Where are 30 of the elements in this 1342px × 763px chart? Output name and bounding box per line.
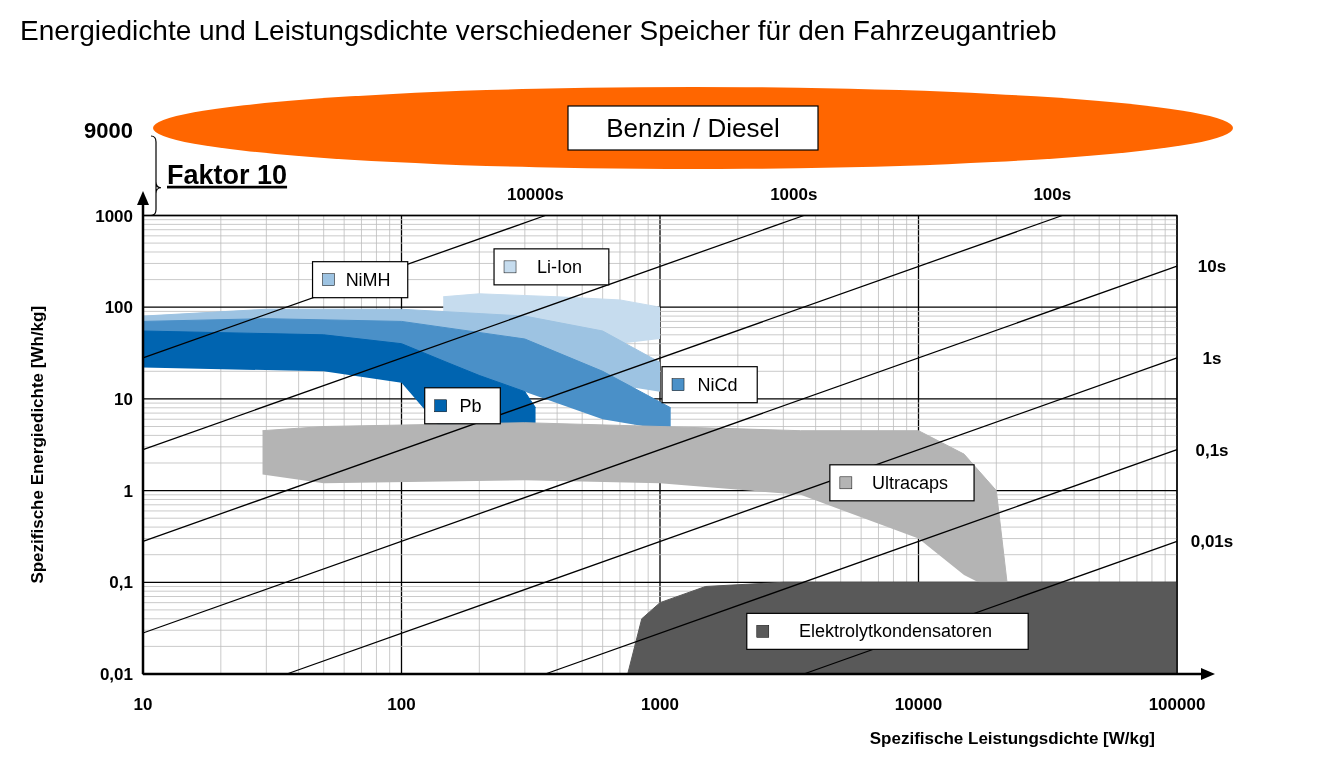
chart-title: Energiedichte und Leistungsdichte verschiedener Speicher für den Fahrzeugantrieb	[20, 15, 1057, 46]
annotation: Faktor 10	[167, 159, 288, 190]
series-label: 0,01s	[1190, 532, 1234, 552]
x-tick-label: 10	[133, 695, 153, 714]
y-tick-label: 1000	[95, 206, 133, 226]
legend-label: Ultracaps	[871, 472, 948, 493]
legend-label: Pb	[459, 395, 482, 416]
series-label: 10000s	[506, 184, 564, 204]
y-axis-title: Spezifische Energiedichte [Wh/kg]	[28, 305, 47, 584]
series-label: 1s	[1202, 348, 1222, 368]
x-axis-title: Spezifische Leistungsdichte [W/kg]	[869, 729, 1155, 748]
legend-label: NiMH	[345, 269, 391, 290]
x-tick-label: 1000	[641, 695, 679, 714]
legend-label: Li-Ion	[536, 256, 582, 277]
legend-label: Elektrolytkondensatoren	[798, 621, 993, 642]
y-tick-label: 9000	[84, 118, 133, 143]
series-label: 100s	[1033, 184, 1072, 204]
series-label: 1000s	[770, 184, 818, 204]
y-tick-label: 1	[123, 481, 133, 501]
y-tick-label: 100	[104, 298, 133, 318]
annotation: Benzin / Diesel	[606, 113, 780, 143]
x-tick-label: 10000	[894, 695, 943, 714]
y-tick-label: 10	[114, 389, 133, 409]
x-tick-label: 100000	[1148, 695, 1206, 714]
series-label: 10s	[1197, 257, 1227, 277]
y-tick-label: 0,01	[99, 665, 133, 684]
series-label: 0,1s	[1195, 440, 1229, 460]
x-tick-label: 100	[387, 695, 416, 714]
legend-label: NiCd	[697, 374, 738, 395]
y-tick-label: 0,1	[109, 573, 133, 593]
